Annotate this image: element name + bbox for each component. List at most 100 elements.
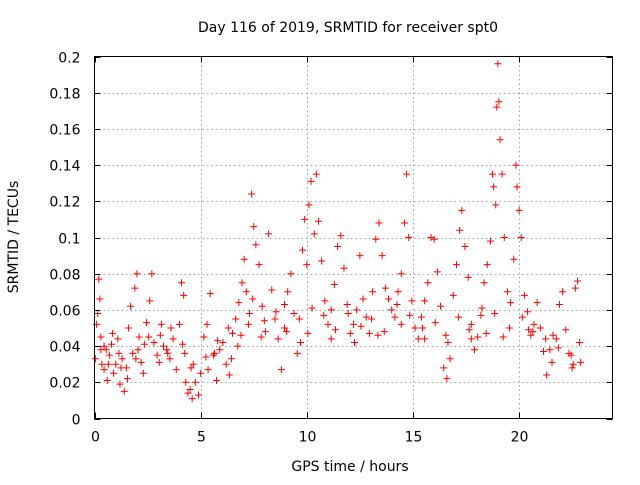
data-point [351,338,359,346]
data-point [252,241,260,249]
data-point [284,288,292,296]
data-point [103,376,111,384]
data-point [437,302,445,310]
x-axis-title: GPS time / hours [291,459,408,475]
data-point [400,219,408,227]
y-tick-label: 0.1 [58,232,80,248]
data-point [512,161,520,169]
data-point [378,252,386,260]
data-point [105,351,113,359]
data-point [491,310,499,318]
data-point [308,304,316,312]
data-point [368,315,376,323]
data-point [369,288,377,296]
data-point [234,342,242,350]
data-point [331,326,339,334]
data-point [272,308,280,316]
data-point [421,297,429,305]
data-point [380,328,388,336]
data-point [452,261,460,269]
y-tick-label: 0.08 [49,268,80,284]
data-point [120,387,128,395]
data-point [327,335,335,343]
data-point [527,331,535,339]
data-point [96,295,104,303]
data-point [393,300,401,308]
data-point [265,230,273,238]
data-point [334,243,342,251]
data-point [228,329,236,337]
data-point [359,295,367,303]
data-point [287,270,295,278]
data-point [109,329,117,337]
data-point [255,261,263,269]
data-point [131,284,139,292]
data-point [148,270,156,278]
data-point [143,319,151,327]
data-point [385,295,393,303]
data-point [117,364,125,372]
data-point [232,315,240,323]
data-point [495,98,503,106]
data-point [455,313,463,321]
data-point [304,329,312,337]
data-point [467,320,475,328]
data-point [344,310,352,318]
data-point [444,338,452,346]
data-point [552,335,560,343]
data-point [500,234,508,241]
data-point [155,358,163,366]
data-point [577,358,585,366]
data-point [227,355,235,363]
data-point [219,338,227,346]
data-point [515,206,523,214]
data-point [529,328,537,336]
data-point [483,261,491,269]
data-point [209,351,217,359]
data-point [414,335,422,343]
data-point [520,291,528,299]
data-point [175,320,183,328]
data-point [397,320,405,328]
data-point [153,351,161,359]
data-point [357,322,365,330]
data-point [446,355,454,363]
data-point [567,351,575,359]
data-point [350,320,357,328]
data-point [213,376,221,384]
data-point [222,360,230,368]
data-point [576,338,584,346]
chart-title: Day 116 of 2019, SRMTID for receiver spt… [198,20,498,36]
data-point [202,353,210,361]
data-point [124,324,132,332]
data-point [489,170,497,178]
data-point [271,315,279,323]
data-point [188,395,196,403]
data-point [248,190,256,198]
data-point [261,328,269,336]
data-point [245,310,253,318]
data-point [134,346,142,354]
data-point [394,288,402,296]
data-point [442,331,450,339]
data-point [92,355,100,363]
data-point [461,243,469,251]
data-point [330,281,338,289]
data-point [403,170,411,178]
data-point [562,326,570,334]
data-point [167,324,175,332]
data-point [180,291,188,299]
data-point [104,360,112,368]
data-point [524,308,532,316]
y-tick-label: 0.16 [49,123,80,139]
y-tick-label: 0.2 [58,51,80,67]
grid [94,56,613,419]
data-point [397,270,405,278]
data-point [206,290,214,298]
data-point [146,297,154,305]
data-point [189,360,197,368]
y-tick-label: 0.02 [49,376,80,392]
data-point [449,291,457,299]
data-point [430,235,438,243]
